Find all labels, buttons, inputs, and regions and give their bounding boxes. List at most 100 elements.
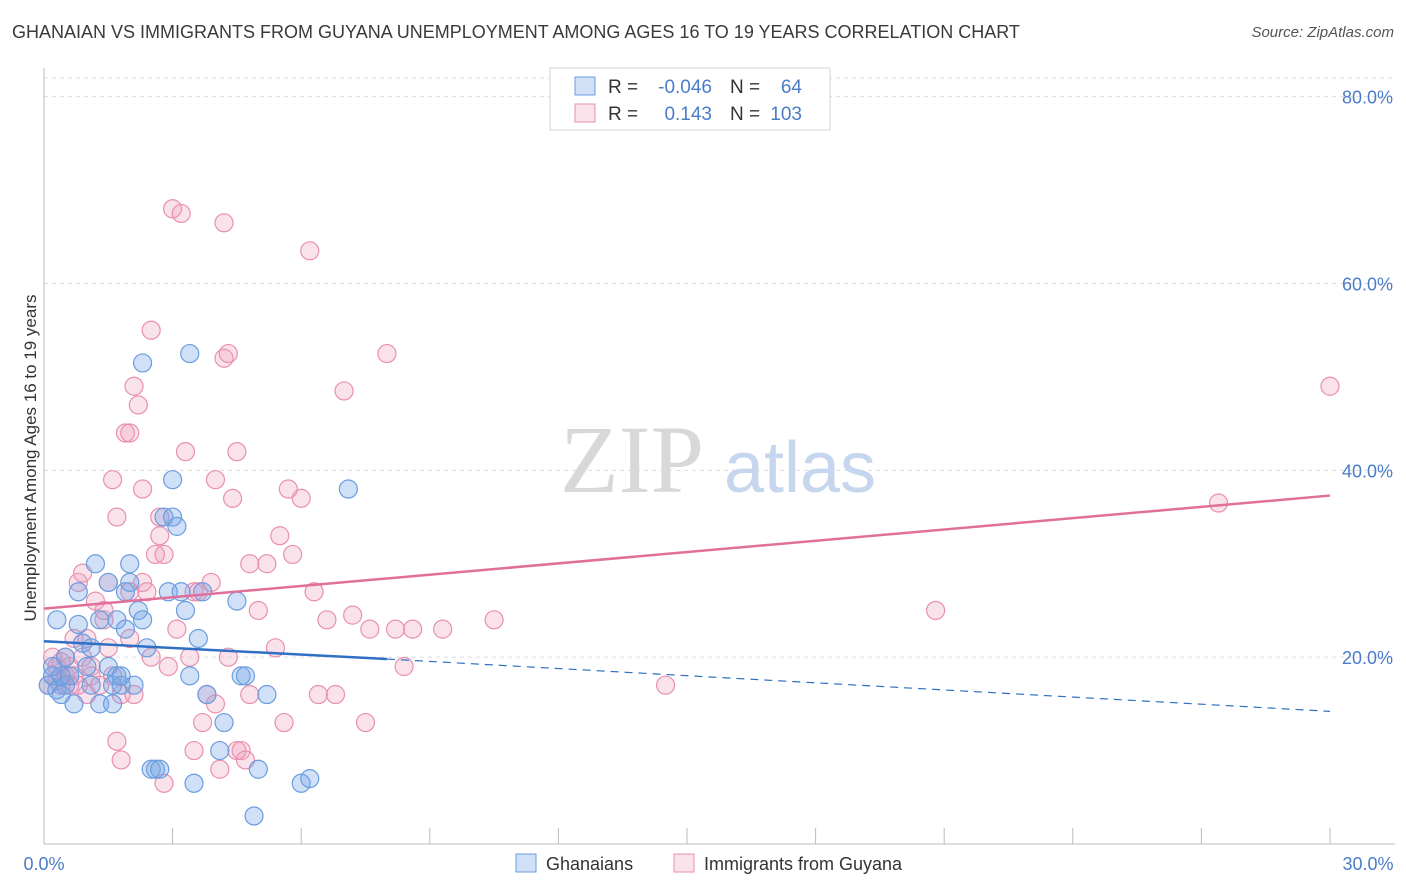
- ghanaian-point-50: [197, 684, 217, 705]
- guyana-point-101: [141, 647, 161, 667]
- guyana-point-27: [120, 423, 140, 443]
- guyana-point-97: [167, 619, 187, 639]
- y-tick-label-2: 60.0%: [1342, 275, 1393, 295]
- ghanaian-point-0: [38, 675, 58, 695]
- ghanaian-point-21: [102, 694, 123, 714]
- guyana-point-85: [403, 619, 423, 639]
- guyana-point-25: [111, 750, 131, 770]
- tick-labels: 20.0% 40.0% 60.0% 80.0% 0.0% 30.0%: [23, 88, 1393, 874]
- guyana-point-21: [102, 470, 123, 490]
- ghanaian-point-63: [51, 684, 71, 705]
- ghanaian-point-7: [60, 666, 80, 686]
- guyana-point-89: [926, 600, 946, 621]
- ghanaian-point-33: [132, 353, 153, 373]
- guyana-point-78: [334, 381, 354, 401]
- guyana-point-91: [1320, 376, 1340, 396]
- watermark-zip: ZIP: [560, 406, 704, 513]
- guyana-point-37: [150, 526, 170, 546]
- guyana-point-35: [141, 320, 161, 340]
- guyana-point-95: [81, 656, 101, 677]
- guyana-point-43: [171, 203, 191, 224]
- guyana-point-52: [205, 470, 226, 490]
- ghanaian-point-23: [107, 666, 127, 686]
- legend-swatch-pink: [574, 103, 596, 123]
- ghanaian-point-9: [68, 614, 88, 635]
- ghanaian-point-10: [68, 582, 88, 602]
- ghanaian-point-30: [124, 675, 144, 695]
- guyana-point-32: [132, 479, 153, 499]
- guyana-point-23: [107, 507, 127, 527]
- legend-n-value-1: 64: [781, 77, 803, 98]
- guyana-point-102: [218, 647, 238, 667]
- ghanaian-point-25: [111, 666, 131, 686]
- guyana-point-62: [235, 750, 256, 770]
- guyana-point-49: [193, 712, 213, 733]
- y-tick-label-1: 40.0%: [1342, 461, 1393, 481]
- y-tick-label-3: 80.0%: [1342, 88, 1393, 108]
- x-tick-label-0: 0.0%: [23, 854, 64, 874]
- legend-box: R = -0.046 N = 64 R = 0.143 N = 103: [549, 67, 831, 131]
- chart-title: GHANAIAN VS IMMIGRANTS FROM GUYANA UNEMP…: [12, 22, 1020, 42]
- guyana-point-80: [355, 712, 376, 733]
- ghanaian-point-45: [180, 343, 200, 364]
- guyana-point-57: [218, 343, 238, 364]
- ghanaian-point-48: [188, 628, 208, 649]
- ghanaian-point-40: [163, 507, 183, 527]
- guyana-point-60: [227, 442, 247, 462]
- guyana-point-66: [257, 554, 277, 574]
- bottom-legend-swatch-blue: [515, 853, 537, 873]
- ghanaian-point-58: [257, 684, 277, 705]
- guyana-point-64: [240, 684, 260, 705]
- bottom-legend: Ghanaians Immigrants from Guyana: [515, 853, 903, 874]
- axes: [43, 68, 1395, 845]
- guyana-point-19: [98, 638, 118, 658]
- guyana-point-86: [433, 619, 453, 639]
- guyana-point-11: [72, 563, 93, 583]
- ghanaian-point-6: [55, 647, 76, 667]
- guyana-point-29: [124, 376, 144, 396]
- ghanaian-point-3: [47, 610, 67, 630]
- ghanaian-point-26: [115, 619, 136, 639]
- legend-n-label-2: N =: [730, 104, 760, 125]
- guyana-point-54: [210, 759, 230, 779]
- ghanaian-point-29: [120, 554, 140, 574]
- guyana-point-26: [115, 423, 136, 443]
- watermark-atlas: atlas: [724, 428, 876, 508]
- guyana-point-74: [304, 582, 324, 602]
- legend-r-label-2: R =: [608, 104, 638, 125]
- guyana-point-79: [343, 605, 363, 625]
- legend-n-value-2: 103: [770, 104, 802, 125]
- guyana-point-72: [291, 488, 311, 508]
- guyana-point-77: [325, 684, 346, 705]
- guyana-point-18: [94, 600, 114, 621]
- ghanaian-point-37: [150, 759, 170, 779]
- guyana-point-69: [274, 712, 294, 733]
- guyana-point-61: [231, 740, 251, 761]
- guyana-point-39: [154, 544, 174, 565]
- guyana-point-88: [655, 675, 676, 695]
- ghanaian-point-49: [193, 582, 213, 602]
- bottom-legend-ghanaians: Ghanaians: [546, 854, 633, 874]
- legend-swatch-blue: [574, 76, 596, 96]
- guyana-point-83: [385, 619, 406, 639]
- guyana-point-87: [484, 610, 504, 630]
- ghanaian-point-46: [180, 666, 200, 686]
- ghanaian-point-36: [145, 759, 166, 779]
- ghanaian-point-16: [90, 610, 110, 630]
- ghanaian-point-13: [81, 638, 101, 658]
- watermark: ZIP atlas: [560, 406, 876, 513]
- bottom-legend-guyana: Immigrants from Guyana: [704, 854, 903, 874]
- guyana-point-41: [158, 656, 178, 677]
- ghanaian-point-14: [81, 675, 101, 695]
- ghanaian-point-5: [55, 675, 76, 695]
- trend-lines: [43, 494, 1331, 712]
- guyana-point-31: [128, 395, 148, 415]
- ghanaian-point-57: [248, 759, 268, 779]
- guyana-point-90: [1208, 493, 1229, 513]
- ghanaian-point-62: [42, 656, 63, 677]
- guyana-point-65: [248, 600, 268, 621]
- guyana-point-58: [223, 488, 243, 508]
- guyana-point-76: [317, 610, 337, 630]
- guyana-point-70: [278, 479, 298, 499]
